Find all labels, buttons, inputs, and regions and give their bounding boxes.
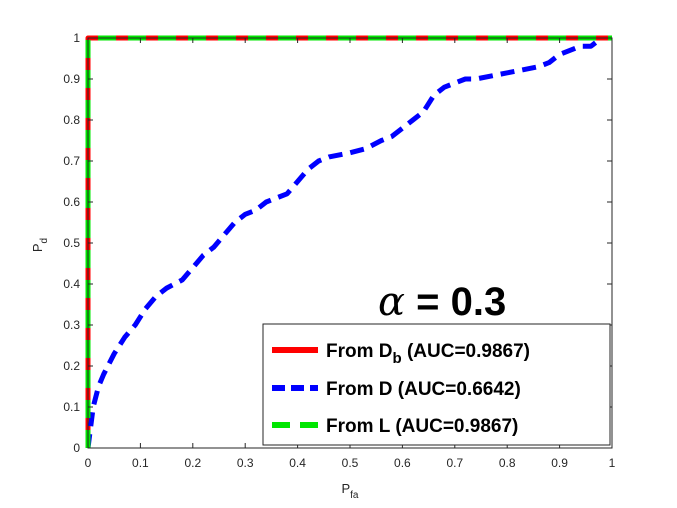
y-tick-label: 0.9 [63, 72, 80, 86]
legend-label-l: From L (AUC=0.9867) [326, 416, 518, 437]
y-tick-label: 0.5 [63, 236, 80, 250]
y-tick-label: 0.1 [63, 400, 80, 414]
y-tick-label: 0.8 [63, 113, 80, 127]
tick-layer: 0 0.1 0.2 0.3 0.4 0.5 0.6 0.7 0.8 0.9 1 0 0.1 0.2 0.3 0… [63, 31, 615, 470]
y-tick-label: 0 [73, 441, 80, 455]
legend: From Db (AUC=0.9867) From D (AUC=0.6642) F… [262, 323, 611, 446]
legend-label-db: From Db (AUC=0.9867) [326, 341, 530, 367]
x-tick-label: 0.7 [446, 456, 463, 470]
y-tick-label: 0.6 [63, 195, 80, 209]
x-tick-label: 0.5 [342, 456, 359, 470]
y-tick-label: 1 [73, 31, 80, 45]
legend-label-d: From D (AUC=0.6642) [326, 379, 521, 400]
x-tick-label: 1 [609, 456, 616, 470]
y-axis-label: Pd [30, 238, 50, 252]
x-tick-label: 0.3 [237, 456, 254, 470]
y-tick-label: 0.3 [63, 318, 80, 332]
x-tick-label: 0.6 [394, 456, 411, 470]
y-tick-label: 0.2 [63, 359, 80, 373]
y-tick-label: 0.7 [63, 154, 80, 168]
x-tick-label: 0.9 [551, 456, 568, 470]
legend-box [262, 323, 611, 446]
alpha-annotation: α = 0.3 [378, 279, 506, 325]
x-tick-label: 0.1 [132, 456, 149, 470]
x-tick-label: 0.8 [499, 456, 516, 470]
x-tick-label: 0.2 [184, 456, 201, 470]
x-axis-label: Pfa [341, 481, 358, 501]
series-line-d [85, 36, 604, 449]
x-tick-label: 0.4 [289, 456, 306, 470]
x-tick-label: 0 [85, 456, 92, 470]
y-tick-label: 0.4 [63, 277, 80, 291]
